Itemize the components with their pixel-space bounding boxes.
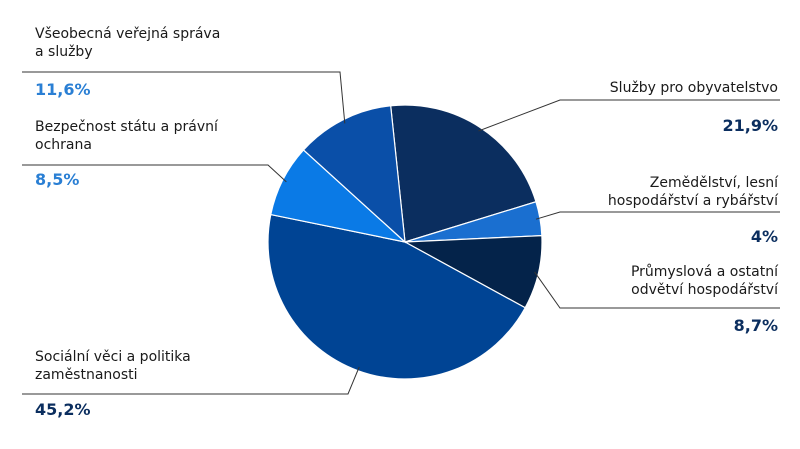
slice-label-1: Služby pro obyvatelstvo (610, 80, 778, 96)
slice-label-5: Bezpečnost státu a právní ochrana (35, 119, 219, 153)
slice-labels: Služby pro obyvatelstvo 21,9% Zemědělství,… (35, 26, 779, 419)
leader-line-3 (534, 271, 780, 309)
slice-value-1: 21,9% (722, 116, 778, 135)
leader-line-1 (478, 99, 780, 132)
leader-lines (22, 71, 780, 395)
leader-line-2 (535, 211, 780, 220)
pie-slice-1 (390, 104, 537, 243)
leader-line-4 (22, 366, 360, 395)
slice-value-5: 8,5% (35, 170, 79, 189)
slice-value-4: 45,2% (35, 400, 91, 419)
leader-line-6 (22, 71, 346, 124)
slice-label-2: Zemědělství, lesní hospodářství a rybářst… (608, 175, 779, 209)
slice-label-3: Průmyslová a ostatní odvětví hospodářství (631, 264, 779, 298)
slice-value-6: 11,6% (35, 80, 91, 99)
pie-slices (267, 104, 543, 380)
leader-line-5 (22, 164, 287, 183)
slice-label-4: Sociální věci a politika zaměstnanosti (35, 349, 191, 383)
slice-value-3: 8,7% (734, 316, 778, 335)
slice-label-6: Všeobecná veřejná správa a služby (35, 26, 220, 60)
slice-value-2: 4% (751, 227, 778, 246)
pie-slice-6 (302, 105, 406, 244)
